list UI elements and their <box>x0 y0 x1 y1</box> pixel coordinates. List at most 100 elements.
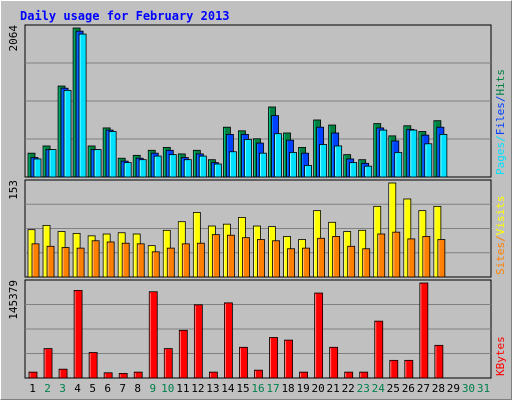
bar-sites <box>437 239 446 278</box>
x-tick-label: 22 <box>342 382 355 395</box>
series-label-part: Pages <box>494 142 507 175</box>
bar-kbytes <box>103 372 113 379</box>
bar-pages <box>289 152 297 178</box>
bar-sites <box>422 236 431 278</box>
series-label-part: / <box>494 235 507 242</box>
x-tick-label: 20 <box>312 382 325 395</box>
bar-pages <box>274 133 282 178</box>
series-label-part: KBytes <box>494 336 507 376</box>
y-tick-label: 153 <box>7 180 20 200</box>
bar-sites <box>106 241 115 278</box>
bar-kbytes <box>133 371 143 379</box>
series-label-part: Files <box>494 102 507 135</box>
bar-sites <box>287 248 295 278</box>
x-tick-label: 9 <box>149 382 156 395</box>
x-tick-label: 25 <box>387 382 400 395</box>
bar-pages <box>168 154 177 178</box>
x-tick-label: 2 <box>44 382 51 395</box>
bar-pages <box>409 129 418 178</box>
bar-kbytes <box>254 369 263 379</box>
x-tick-label: 14 <box>221 382 235 395</box>
bar-pages <box>334 145 343 178</box>
bar-sites <box>332 236 341 278</box>
series-label-part: Hits <box>494 69 507 96</box>
x-tick-label: 6 <box>104 382 111 395</box>
bar-sites <box>242 237 250 278</box>
series-label-part: / <box>494 135 507 142</box>
plot-layer: 2064Pages/Files/Hits153Sites/Visits14537… <box>7 24 507 395</box>
x-tick-label: 15 <box>236 382 249 395</box>
bar-kbytes <box>208 371 218 379</box>
bar-kbytes <box>344 371 354 379</box>
chart-title: Daily usage for February 2013 <box>20 9 230 23</box>
bar-kbytes <box>269 337 278 379</box>
bar-kbytes <box>314 292 324 379</box>
bar-kbytes <box>178 329 188 379</box>
bar-pages <box>63 89 72 178</box>
bar-visits <box>403 198 412 278</box>
bar-kbytes <box>404 359 414 379</box>
x-tick-label: 18 <box>281 382 294 395</box>
bar-pages <box>319 144 328 178</box>
x-tick-label: 17 <box>266 382 279 395</box>
x-tick-label: 29 <box>447 382 460 395</box>
bar-kbytes <box>329 346 339 379</box>
series-label: Pages/Files/Hits <box>494 69 507 175</box>
bar-kbytes <box>389 359 399 379</box>
bar-pages <box>198 155 207 178</box>
bar-sites <box>91 240 100 278</box>
bar-sites <box>317 237 326 278</box>
bar-sites <box>407 238 416 278</box>
y-tick-label: 2064 <box>7 25 20 52</box>
x-tick-label: 1 <box>29 382 36 395</box>
bar-pages <box>304 165 312 178</box>
bar-pages <box>108 131 117 178</box>
x-tick-label: 23 <box>357 382 370 395</box>
x-tick-label: 11 <box>176 382 189 395</box>
x-tick-label: 27 <box>417 382 430 395</box>
bar-kbytes <box>43 348 53 379</box>
bar-pages <box>183 159 192 178</box>
bar-sites <box>151 251 160 278</box>
x-tick-label: 16 <box>251 382 264 395</box>
x-tick-label: 7 <box>119 382 126 395</box>
bar-pages <box>229 151 237 178</box>
bar-pages <box>48 149 57 178</box>
x-tick-label: 13 <box>206 382 219 395</box>
x-tick-label: 4 <box>74 382 81 395</box>
bar-pages <box>78 33 87 178</box>
series-label: KBytes <box>494 336 507 376</box>
bar-sites <box>31 243 40 278</box>
bar-kbytes <box>28 371 38 379</box>
bar-sites <box>272 240 280 278</box>
bar-pages <box>123 162 132 178</box>
series-label: Sites/Visits <box>494 196 507 276</box>
bar-pages <box>439 134 448 178</box>
bar-pages <box>93 149 102 178</box>
bar-pages <box>213 163 222 178</box>
bar-sites <box>61 247 70 278</box>
bar-sites <box>46 245 55 278</box>
bar-kbytes <box>299 371 308 379</box>
bar-pages <box>138 159 147 178</box>
bar-kbytes <box>163 348 173 379</box>
bar-visits <box>388 182 397 278</box>
x-tick-label: 12 <box>191 382 204 395</box>
bar-kbytes <box>239 346 248 379</box>
bar-pages <box>349 162 358 178</box>
bar-kbytes <box>419 282 429 379</box>
series-label-part: Sites <box>494 242 507 275</box>
bar-kbytes <box>58 368 68 379</box>
bar-sites <box>181 243 190 278</box>
bar-sites <box>227 234 235 278</box>
series-label-part: / <box>494 96 507 103</box>
bar-kbytes <box>118 373 128 379</box>
bar-sites <box>121 242 130 278</box>
bar-pages <box>394 152 403 178</box>
bar-kbytes <box>73 290 83 379</box>
bar-sites <box>302 247 310 278</box>
bar-kbytes <box>193 304 203 379</box>
bar-kbytes <box>88 352 98 379</box>
x-tick-label: 24 <box>372 382 386 395</box>
